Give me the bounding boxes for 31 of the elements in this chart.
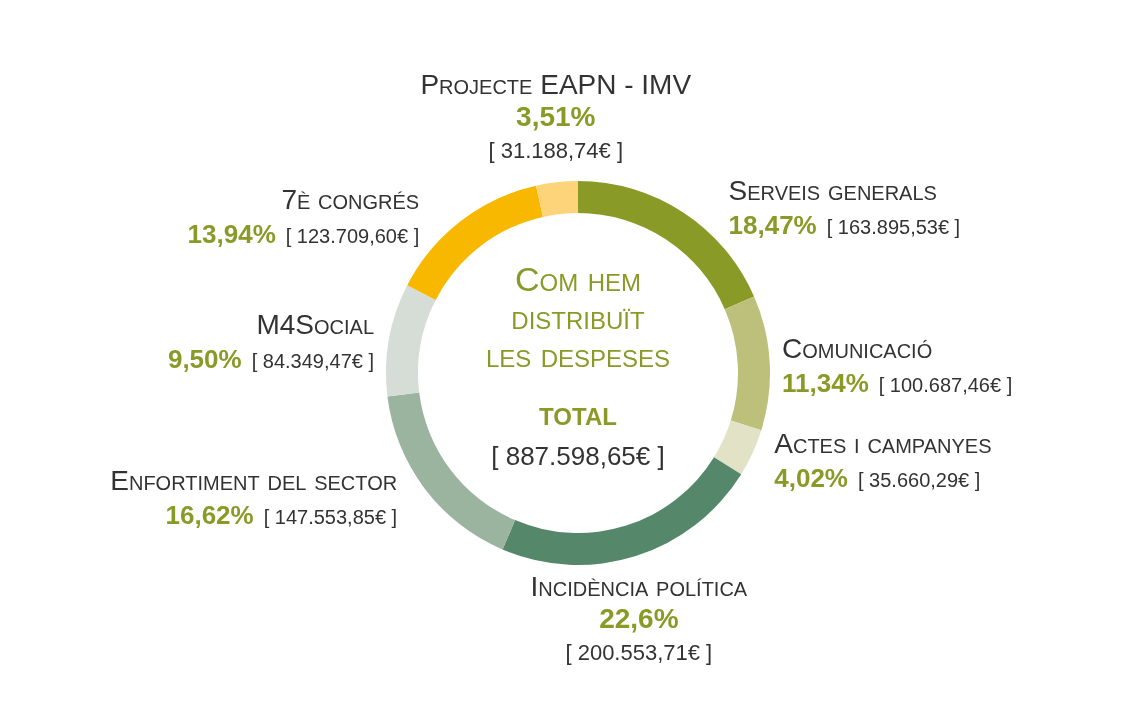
- donut-slice: [536, 181, 578, 217]
- text: [ 123.709,60€ ]: [285, 225, 420, 248]
- slice-label: 7è congrés: [281, 184, 420, 216]
- text: [ 100.687,46€ ]: [878, 374, 1013, 397]
- data-label: 16,62%: [165, 500, 254, 531]
- data-label: 3,51%: [516, 101, 596, 133]
- text: [ 84.349,47€ ]: [251, 349, 374, 372]
- data-label: 18,47%: [728, 210, 817, 241]
- text: [ 200.553,71€ ]: [565, 639, 713, 665]
- data-label: 9,50%: [167, 343, 242, 374]
- text: TOTAL: [539, 403, 617, 430]
- text: Com hem distribuït les despeses: [485, 260, 671, 374]
- slice-label: Serveis generals: [728, 175, 937, 207]
- donut-slice: [714, 420, 762, 475]
- data-label: 22,6%: [599, 602, 679, 634]
- text: [ 887.598,65€ ]: [491, 441, 665, 471]
- text: [ 35.660,29€ ]: [858, 468, 981, 491]
- donut-slice: [386, 285, 436, 397]
- text: [ 163.895,53€ ]: [826, 216, 961, 239]
- slice-label: Actes i campanyes: [774, 427, 992, 459]
- text: [ 31.188,74€ ]: [488, 138, 624, 164]
- slice-label: M4Social: [256, 308, 374, 340]
- slice-label: Incidència política: [530, 570, 748, 602]
- text: [ 147.553,85€ ]: [263, 506, 398, 529]
- slice-label: Comunicació: [782, 333, 933, 365]
- data-label: 11,34%: [782, 368, 869, 399]
- slice-label: Projecte EAPN - IMV: [420, 69, 692, 101]
- slice-label: Enfortiment del sector: [110, 465, 398, 497]
- data-label: 13,94%: [187, 219, 276, 250]
- donut-slice: [724, 296, 770, 431]
- data-label: 4,02%: [774, 462, 848, 493]
